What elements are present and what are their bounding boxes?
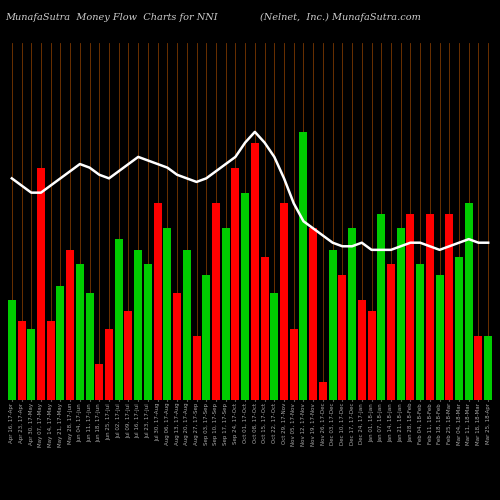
Bar xyxy=(387,264,395,400)
Bar xyxy=(115,239,122,400)
Bar xyxy=(66,250,74,400)
Bar xyxy=(232,168,239,400)
Bar xyxy=(436,275,444,400)
Bar xyxy=(202,275,210,400)
Bar xyxy=(368,310,376,400)
Bar xyxy=(446,214,454,400)
Bar xyxy=(105,328,113,400)
Bar xyxy=(144,264,152,400)
Bar xyxy=(96,364,104,400)
Bar xyxy=(338,275,346,400)
Bar xyxy=(348,228,356,400)
Bar xyxy=(183,250,191,400)
Bar xyxy=(300,132,308,400)
Bar xyxy=(134,250,142,400)
Bar xyxy=(173,293,181,400)
Bar xyxy=(474,336,482,400)
Bar xyxy=(8,300,16,400)
Bar xyxy=(124,310,132,400)
Bar xyxy=(241,192,249,400)
Bar xyxy=(18,322,25,400)
Bar xyxy=(28,328,35,400)
Bar xyxy=(154,204,162,400)
Bar xyxy=(309,228,317,400)
Bar xyxy=(76,264,84,400)
Bar xyxy=(164,228,172,400)
Bar xyxy=(280,204,288,400)
Text: (Nelnet,  Inc.) MunafaSutra.com: (Nelnet, Inc.) MunafaSutra.com xyxy=(260,12,421,22)
Bar xyxy=(484,336,492,400)
Bar xyxy=(465,204,472,400)
Bar xyxy=(319,382,327,400)
Bar xyxy=(192,336,200,400)
Bar xyxy=(426,214,434,400)
Bar xyxy=(251,142,259,400)
Bar xyxy=(46,322,54,400)
Bar xyxy=(358,300,366,400)
Bar xyxy=(56,286,64,400)
Bar xyxy=(378,214,385,400)
Bar xyxy=(260,257,268,400)
Bar xyxy=(290,328,298,400)
Bar xyxy=(328,250,336,400)
Bar xyxy=(455,257,463,400)
Bar xyxy=(212,204,220,400)
Bar xyxy=(270,293,278,400)
Bar xyxy=(416,264,424,400)
Bar xyxy=(86,293,94,400)
Bar xyxy=(406,214,414,400)
Bar xyxy=(396,228,404,400)
Text: MunafaSutra  Money Flow  Charts for NNI: MunafaSutra Money Flow Charts for NNI xyxy=(5,12,218,22)
Bar xyxy=(37,168,45,400)
Bar xyxy=(222,228,230,400)
